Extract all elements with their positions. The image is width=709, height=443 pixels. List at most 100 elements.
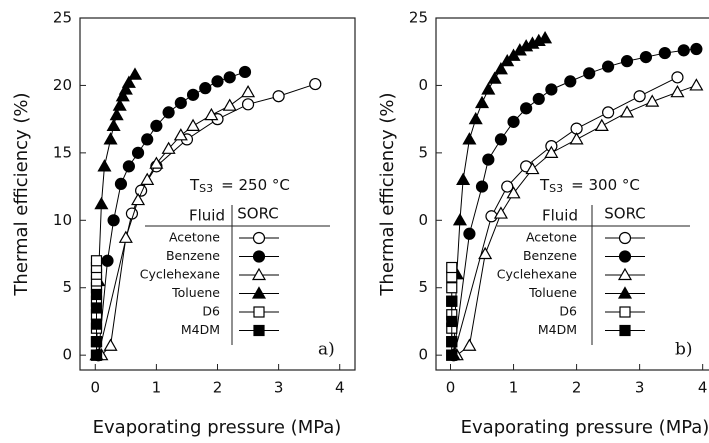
marker (241, 98, 255, 111)
marker (238, 65, 252, 79)
y-tick-label: 0 (418, 346, 428, 364)
marker (446, 349, 458, 361)
y-tick-label: 0 (418, 211, 428, 229)
y-tick-label: 5 (62, 278, 72, 296)
marker (564, 75, 577, 88)
marker (112, 98, 127, 111)
legend-label: Benzene (523, 248, 577, 263)
marker (569, 132, 584, 145)
marker (677, 44, 690, 57)
marker (645, 94, 660, 107)
marker (118, 230, 133, 243)
marker (487, 71, 502, 84)
legend-label: Acetone (169, 230, 220, 245)
legend-marker (253, 306, 265, 318)
annotation: TS3 = 250 °C (189, 176, 290, 196)
marker (211, 75, 224, 88)
marker (103, 132, 118, 145)
plot-frame (435, 17, 709, 371)
marker (127, 67, 143, 80)
marker (532, 92, 545, 106)
legend-header: Fluid (189, 207, 225, 225)
annotation-subscript: S3 (549, 182, 563, 195)
y-tick-label: 25 (53, 9, 72, 27)
marker (101, 254, 114, 267)
marker (97, 159, 112, 172)
legend-label: D6 (202, 304, 220, 319)
series-line (101, 91, 249, 356)
marker (482, 153, 495, 166)
x-axis-label: Evaporating pressure (MPa) (461, 417, 709, 438)
marker (114, 177, 128, 190)
x-tick-label: 0 (91, 379, 101, 397)
legend-header: SORC (237, 205, 278, 223)
marker (162, 106, 175, 119)
legend-marker (251, 286, 267, 299)
marker (545, 83, 558, 96)
marker (241, 84, 256, 98)
marker (501, 180, 514, 193)
marker (474, 95, 490, 109)
marker (602, 106, 615, 119)
marker (462, 132, 477, 145)
marker (446, 295, 458, 307)
marker (544, 145, 559, 158)
legend-marker (252, 250, 266, 263)
marker (131, 192, 146, 206)
marker (204, 107, 219, 121)
legend-marker (619, 306, 631, 318)
annotation-symbol: T (539, 176, 550, 194)
legend-label: M4DM (538, 322, 577, 337)
legend-marker (618, 250, 632, 263)
marker (446, 315, 458, 328)
marker (520, 102, 533, 115)
legend-label: M4DM (181, 322, 220, 337)
marker (90, 349, 103, 361)
marker (456, 172, 471, 185)
marker (90, 336, 103, 348)
x-tick-label: 2 (213, 379, 223, 397)
marker (619, 105, 635, 118)
marker (106, 118, 121, 131)
annotation-text: = 250 °C (221, 176, 290, 194)
x-tick-label: 4 (335, 379, 345, 397)
marker (150, 119, 163, 132)
marker (462, 338, 477, 351)
annotation-symbol: T (189, 176, 200, 194)
legend-label: Acetone (526, 230, 577, 245)
marker (107, 214, 120, 227)
marker (122, 160, 135, 173)
marker (620, 55, 634, 68)
y-tick-label: 0 (418, 76, 428, 94)
y-tick-label: 20 (53, 76, 72, 94)
annotation: TS3 = 300 °C (539, 176, 640, 196)
legend-label: Toluene (528, 285, 577, 300)
marker (446, 282, 458, 294)
marker (689, 78, 704, 91)
y-tick-label: 0 (62, 346, 72, 364)
marker (594, 118, 609, 131)
y-tick-label: 15 (53, 143, 72, 161)
marker (186, 118, 201, 131)
marker (506, 186, 521, 199)
x-tick-label: 1 (152, 379, 162, 397)
marker (446, 336, 458, 348)
legend-header: Fluid (542, 207, 578, 225)
marker (103, 338, 118, 351)
marker (671, 71, 684, 84)
legend-marker (252, 231, 266, 245)
y-tick-label: 25 (409, 9, 428, 27)
y-axis-label: Thermal efficiency (%) (11, 92, 32, 296)
marker (493, 62, 508, 75)
panel-label: b) (675, 340, 693, 360)
legend-header: SORC (604, 205, 645, 223)
marker (140, 172, 155, 185)
x-axis-label: Evaporating pressure (MPa) (93, 417, 342, 438)
marker (90, 255, 103, 267)
x-tick-label: 4 (698, 379, 708, 397)
marker (583, 67, 596, 80)
x-tick-label: 1 (509, 379, 519, 397)
marker (272, 90, 285, 103)
marker (446, 261, 458, 274)
